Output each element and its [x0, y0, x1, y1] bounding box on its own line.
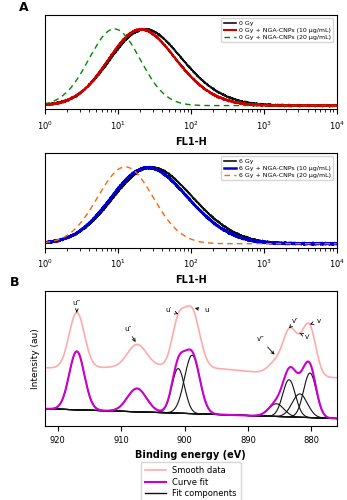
Text: v: v	[311, 318, 321, 324]
Legend: 6 Gy, 6 Gy + NGA-CNPs (10 μg/mL), 6 Gy + NGA-CNPs (20 μg/mL): 6 Gy, 6 Gy + NGA-CNPs (10 μg/mL), 6 Gy +…	[221, 156, 333, 180]
X-axis label: FL1-H: FL1-H	[175, 276, 207, 285]
Legend: Smooth data, Curve fit, Fit components: Smooth data, Curve fit, Fit components	[141, 462, 241, 500]
Text: A: A	[19, 1, 28, 14]
Text: B: B	[10, 276, 20, 289]
Text: v′: v′	[300, 334, 311, 340]
Y-axis label: Intensity (au): Intensity (au)	[31, 328, 40, 389]
Legend: 0 Gy, 0 Gy + NGA-CNPs (10 μg/mL), 0 Gy + NGA-CNPs (20 μg/mL): 0 Gy, 0 Gy + NGA-CNPs (10 μg/mL), 0 Gy +…	[221, 18, 333, 42]
Text: u‴: u‴	[73, 300, 81, 312]
X-axis label: Binding energy (eV): Binding energy (eV)	[135, 450, 246, 460]
Text: u′: u′	[166, 308, 177, 314]
Text: v‴: v‴	[257, 336, 274, 354]
Text: u: u	[196, 308, 209, 314]
Text: u″: u″	[124, 326, 135, 341]
X-axis label: FL1-H: FL1-H	[175, 137, 207, 147]
Text: v″: v″	[290, 318, 299, 328]
